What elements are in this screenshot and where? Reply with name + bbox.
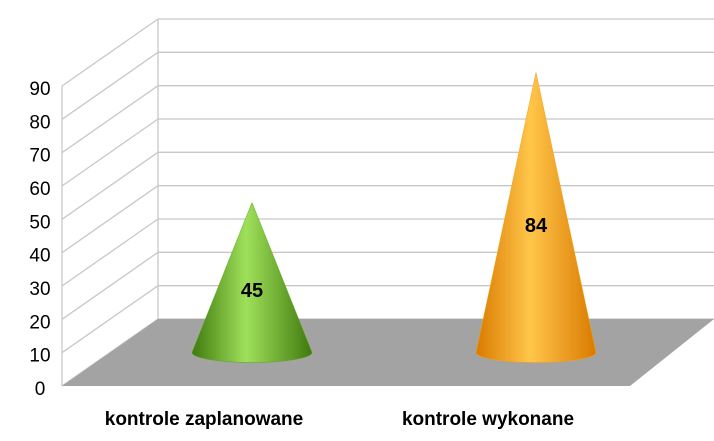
grid-line	[61, 18, 714, 87]
grid-line	[61, 85, 714, 154]
y-tick-label: 20	[29, 312, 50, 333]
cone	[475, 72, 597, 363]
data-label: 45	[241, 280, 263, 302]
y-tick-label: 0	[35, 379, 46, 400]
y-tick-label: 60	[29, 179, 50, 200]
y-tick-label: 70	[29, 146, 50, 167]
y-tick-label: 30	[29, 279, 50, 300]
x-tick-label: kontrole wykonane	[402, 409, 574, 430]
y-tick-label: 90	[29, 79, 50, 100]
y-tick-label: 40	[29, 246, 50, 267]
x-tick-label: kontrole zaplanowane	[105, 409, 303, 430]
y-tick-label: 10	[29, 346, 50, 367]
cone	[191, 201, 313, 363]
floor	[62, 319, 714, 386]
data-label: 84	[525, 215, 548, 237]
y-tick-label: 50	[29, 212, 50, 233]
y-tick-label: 80	[29, 112, 50, 133]
grid-line	[61, 51, 714, 120]
